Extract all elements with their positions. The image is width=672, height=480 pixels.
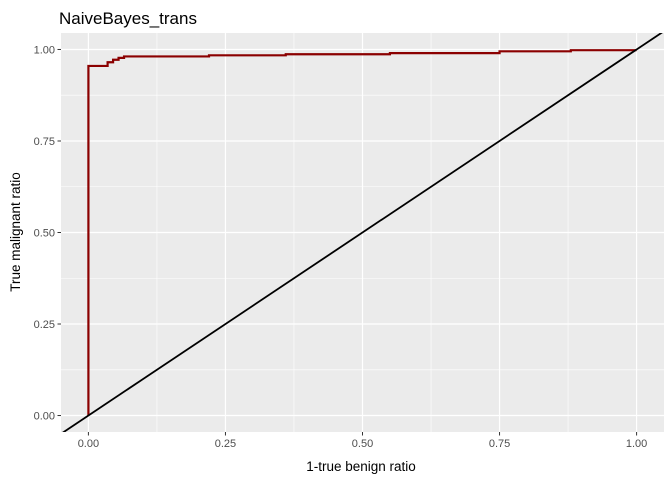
x-tick-label: 0.75 <box>489 438 510 450</box>
x-tick-label: 1.00 <box>626 438 647 450</box>
y-tick-label: 0.75 <box>34 136 55 148</box>
x-axis: 0.00 0.25 0.50 0.75 1.00 <box>78 432 647 450</box>
y-tick-label: 0.25 <box>34 319 55 331</box>
series-group <box>62 33 663 432</box>
chart-title: NaiveBayes_trans <box>59 9 197 28</box>
diagonal-reference-line <box>62 33 663 432</box>
plot-panel <box>61 33 664 432</box>
y-axis-title: True malignant ratio <box>8 172 23 292</box>
x-axis-title: 1-true benign ratio <box>306 459 416 474</box>
x-tick-label: 0.50 <box>352 438 373 450</box>
y-axis: 0.00 0.25 0.50 0.75 1.00 <box>34 44 61 423</box>
y-tick-label: 0.00 <box>34 411 55 423</box>
y-tick-label: 1.00 <box>34 44 55 56</box>
y-tick-label: 0.50 <box>34 228 55 240</box>
x-tick-label: 0.00 <box>78 438 99 450</box>
x-tick-label: 0.25 <box>215 438 236 450</box>
roc-curve-line <box>87 49 637 416</box>
